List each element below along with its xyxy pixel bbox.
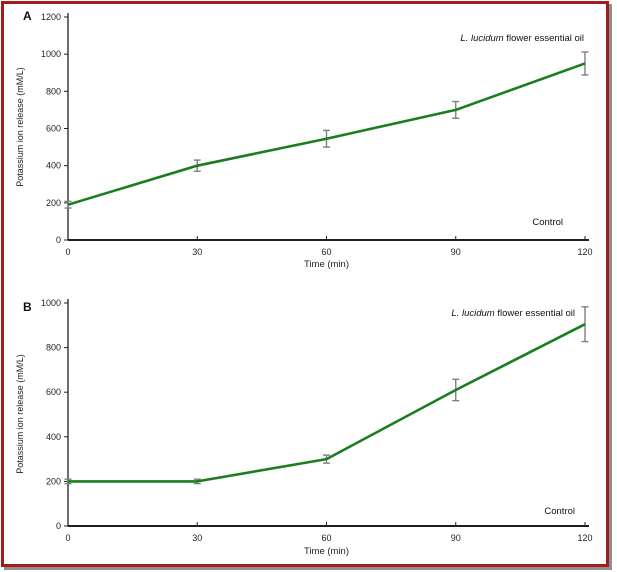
series-line bbox=[68, 323, 586, 483]
y-tick-label: 1200 bbox=[41, 12, 61, 22]
series-species-italic: L. lucidum bbox=[451, 308, 495, 319]
x-tick-label: 90 bbox=[451, 247, 461, 257]
x-tick-label: 60 bbox=[321, 533, 331, 543]
x-tick-label: 0 bbox=[65, 247, 70, 257]
x-tick-label: 120 bbox=[577, 533, 592, 543]
panel-b-series-label: L. lucidum flower essential oil bbox=[451, 308, 575, 319]
x-tick-label: 120 bbox=[577, 247, 592, 257]
y-tick-label: 600 bbox=[46, 387, 61, 397]
y-tick-label: 800 bbox=[46, 343, 61, 353]
x-tick-label: 0 bbox=[65, 533, 70, 543]
panel-b-y-axis-title: Potassium ion release (mM/L) bbox=[15, 354, 25, 474]
panel-a-x-axis-title: Time (min) bbox=[303, 259, 350, 270]
panel-b-x-axis-title: Time (min) bbox=[303, 546, 350, 557]
panel-a-letter: A bbox=[23, 9, 32, 23]
y-tick-label: 200 bbox=[46, 198, 61, 208]
y-tick-label: 0 bbox=[56, 521, 61, 531]
y-tick-label: 1000 bbox=[41, 49, 61, 59]
series-label-rest: flower essential oil bbox=[494, 308, 575, 319]
series-label-rest: flower essential oil bbox=[503, 33, 584, 44]
y-tick-label: 200 bbox=[46, 476, 61, 486]
x-tick-label: 90 bbox=[451, 533, 461, 543]
series-line bbox=[67, 62, 586, 206]
panel-a-chart: 0 200 400 600 800 1000 1200 0 30 60 90 120 bbox=[41, 12, 593, 257]
series-species-italic: L. lucidum bbox=[460, 33, 504, 44]
panel-b-chart: 0 200 400 600 800 1000 0 30 60 90 120 bbox=[41, 298, 593, 543]
panel-b-letter: B bbox=[23, 300, 32, 314]
panel-a-y-axis-title: Potassium ion release (mM/L) bbox=[15, 67, 25, 187]
panel-a-control-label: Control bbox=[532, 217, 563, 228]
y-tick-label: 400 bbox=[46, 161, 61, 171]
x-tick-label: 30 bbox=[192, 533, 202, 543]
panel-a-series-label: L. lucidum flower essential oil bbox=[460, 33, 584, 44]
x-tick-label: 60 bbox=[321, 247, 331, 257]
y-tick-label: 600 bbox=[46, 124, 61, 134]
y-tick-label: 800 bbox=[46, 86, 61, 96]
y-tick-label: 1000 bbox=[41, 298, 61, 308]
y-tick-label: 400 bbox=[46, 432, 61, 442]
x-tick-label: 30 bbox=[192, 247, 202, 257]
y-tick-label: 0 bbox=[56, 235, 61, 245]
panel-b-control-label: Control bbox=[544, 506, 575, 517]
